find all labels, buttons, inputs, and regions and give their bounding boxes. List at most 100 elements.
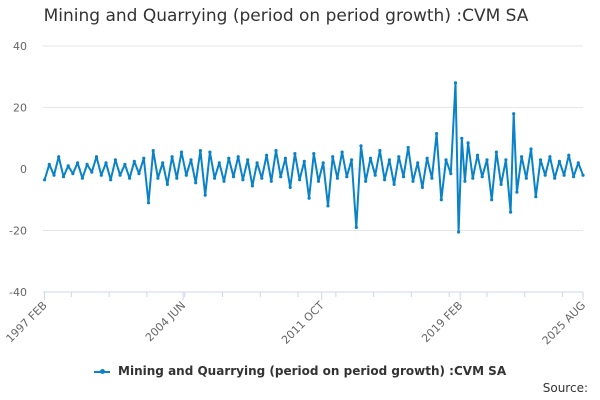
data-point bbox=[425, 156, 429, 160]
data-point bbox=[350, 158, 354, 162]
data-point bbox=[274, 149, 278, 153]
y-tick-label: 20 bbox=[13, 102, 27, 115]
data-point bbox=[485, 158, 489, 162]
data-point bbox=[213, 176, 217, 180]
data-point bbox=[227, 156, 231, 160]
legend-item[interactable]: Mining and Quarrying (period on period g… bbox=[0, 364, 600, 378]
data-point bbox=[504, 158, 508, 162]
data-point bbox=[449, 172, 453, 176]
data-point bbox=[307, 196, 311, 200]
data-point bbox=[512, 112, 516, 116]
data-point bbox=[312, 152, 316, 156]
data-point bbox=[179, 150, 184, 154]
data-point bbox=[142, 156, 146, 160]
data-point bbox=[165, 182, 169, 186]
data-point bbox=[562, 173, 566, 177]
legend-swatch-icon bbox=[93, 368, 110, 374]
data-point bbox=[76, 161, 80, 165]
data-point bbox=[99, 173, 103, 177]
x-tick-label: 1997 FEB bbox=[4, 299, 50, 345]
data-point bbox=[581, 173, 585, 177]
y-tick-label: 0 bbox=[20, 163, 27, 176]
data-point bbox=[378, 149, 382, 153]
data-point bbox=[416, 161, 420, 165]
data-point bbox=[326, 204, 330, 208]
data-point bbox=[156, 176, 160, 180]
data-point bbox=[490, 198, 494, 202]
legend-label: Mining and Quarrying (period on period g… bbox=[118, 364, 507, 378]
data-point bbox=[170, 155, 174, 159]
data-point bbox=[146, 201, 151, 205]
data-point bbox=[61, 175, 66, 179]
data-point bbox=[572, 175, 576, 179]
data-point bbox=[57, 155, 61, 159]
data-point bbox=[534, 195, 538, 199]
data-point bbox=[364, 179, 368, 183]
data-point bbox=[283, 156, 287, 160]
data-point bbox=[217, 161, 221, 165]
data-point bbox=[368, 156, 373, 160]
data-point bbox=[331, 155, 335, 159]
x-tick-label: 2019 FEB bbox=[419, 299, 465, 345]
data-point bbox=[189, 158, 193, 162]
data-point bbox=[401, 175, 406, 179]
y-tick-label: -20 bbox=[9, 225, 27, 238]
data-point bbox=[471, 176, 475, 180]
x-tick-label: 2004 JUN bbox=[143, 299, 188, 344]
data-point bbox=[466, 141, 470, 145]
chart-title: Mining and Quarrying (period on period g… bbox=[43, 6, 529, 26]
data-point bbox=[118, 173, 122, 177]
data-point bbox=[444, 158, 448, 162]
data-point bbox=[279, 175, 283, 179]
data-point bbox=[66, 164, 70, 168]
data-point bbox=[406, 145, 410, 150]
data-point bbox=[538, 158, 543, 162]
data-point bbox=[161, 161, 165, 165]
data-point bbox=[354, 225, 358, 229]
data-point bbox=[460, 136, 464, 140]
data-point bbox=[288, 185, 292, 189]
data-point bbox=[241, 178, 245, 182]
data-point bbox=[293, 152, 297, 156]
data-point bbox=[373, 173, 377, 177]
data-point bbox=[265, 153, 269, 157]
data-point bbox=[392, 182, 396, 186]
series-line bbox=[43, 81, 584, 233]
data-point bbox=[231, 175, 236, 179]
data-point bbox=[80, 176, 84, 180]
data-point bbox=[499, 182, 503, 186]
data-point bbox=[104, 161, 108, 165]
data-point bbox=[340, 150, 344, 154]
data-point bbox=[151, 149, 155, 153]
data-point bbox=[520, 155, 524, 159]
data-point bbox=[524, 176, 528, 180]
data-point bbox=[222, 179, 226, 183]
data-point bbox=[175, 176, 179, 180]
data-point bbox=[567, 153, 571, 157]
data-point bbox=[463, 179, 467, 183]
data-point bbox=[85, 162, 89, 166]
data-point bbox=[453, 81, 458, 85]
data-point bbox=[397, 155, 401, 159]
data-point bbox=[128, 176, 132, 180]
data-point bbox=[260, 176, 264, 180]
data-point bbox=[383, 178, 387, 182]
data-point bbox=[43, 178, 47, 182]
data-point bbox=[387, 158, 391, 162]
data-point bbox=[203, 193, 207, 197]
y-tick-label: 40 bbox=[13, 40, 27, 53]
data-point bbox=[236, 155, 240, 159]
data-point bbox=[90, 170, 94, 174]
data-point bbox=[269, 179, 273, 183]
data-point bbox=[123, 162, 127, 166]
data-point bbox=[411, 179, 415, 183]
data-point bbox=[47, 162, 51, 166]
x-tick-label: 2011 OCT bbox=[279, 299, 327, 347]
data-point bbox=[420, 185, 424, 189]
data-point bbox=[113, 158, 117, 162]
data-point bbox=[137, 172, 141, 176]
data-point bbox=[576, 161, 580, 165]
data-point bbox=[52, 173, 56, 177]
data-point bbox=[457, 230, 461, 234]
data-point bbox=[132, 159, 136, 163]
